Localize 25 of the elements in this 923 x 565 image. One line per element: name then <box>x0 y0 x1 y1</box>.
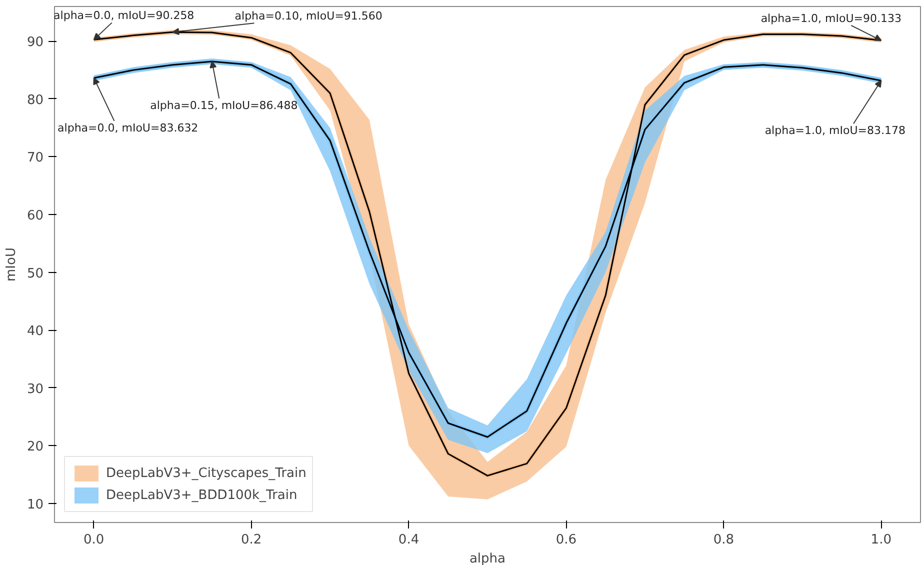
y-tick-label: 70 <box>26 150 44 166</box>
y-axis-title: mIoU <box>4 248 19 282</box>
annotation: alpha=0.15, mIoU=86.488 <box>150 98 298 112</box>
x-tick-label: 0.8 <box>713 532 734 548</box>
x-axis-title: alpha <box>469 552 506 565</box>
y-tick-label: 90 <box>26 35 44 50</box>
annotation: alpha=0.10, mIoU=91.560 <box>234 10 382 23</box>
annotation: alpha=0.0, mIoU=83.632 <box>58 121 198 134</box>
y-tick-label: 10 <box>26 497 44 512</box>
x-tick-label: 0.6 <box>556 532 577 548</box>
x-tick-label: 0.0 <box>84 532 104 548</box>
annotation: alpha=1.0, mIoU=90.133 <box>760 12 902 25</box>
x-tick-label: 0.2 <box>240 532 262 548</box>
y-tick-label: 80 <box>26 92 44 108</box>
y-tick-label: 20 <box>26 440 44 455</box>
annotation: alpha=0.0, mIoU=90.258 <box>54 9 194 22</box>
y-tick-label: 60 <box>26 208 44 224</box>
annotation: alpha=1.0, mIoU=83.178 <box>764 124 906 138</box>
x-tick-label: 0.4 <box>398 532 420 548</box>
y-tick-label: 40 <box>26 324 44 340</box>
y-tick-label: 30 <box>26 382 44 397</box>
legend-label: DeepLabV3+_Cityscapes_Train <box>106 466 306 480</box>
x-tick-label: 1.0 <box>870 532 892 548</box>
legend-label: DeepLabV3+_BDD100k_Train <box>106 488 298 502</box>
y-tick-label: 50 <box>26 266 44 282</box>
